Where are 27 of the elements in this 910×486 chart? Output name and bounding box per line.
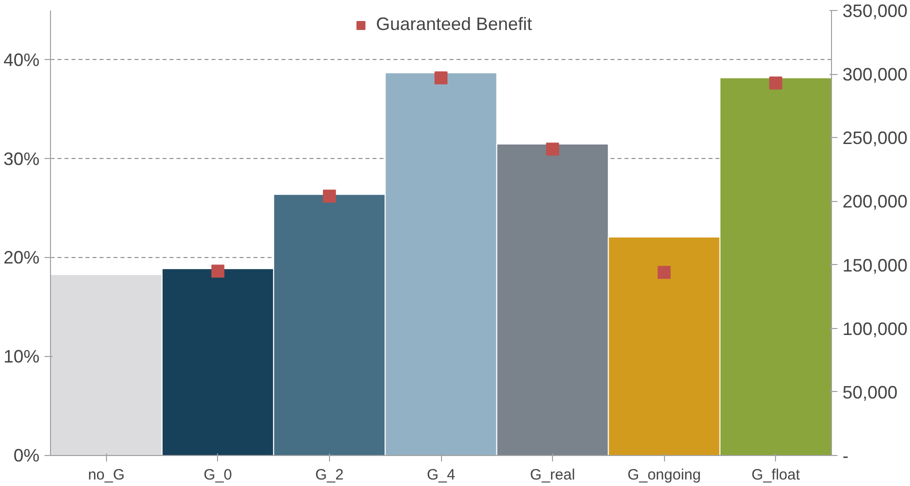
y2-tick-label: 250,000 xyxy=(842,128,908,148)
y-tick-label: 10% xyxy=(3,346,40,367)
y2-tick-label: 100,000 xyxy=(842,318,908,339)
x-tick-label: G_2 xyxy=(315,466,344,484)
point xyxy=(546,142,560,156)
point xyxy=(322,190,336,203)
x-tick-label: G_real xyxy=(530,466,576,484)
y2-tick-label: - xyxy=(842,446,848,466)
y-tick-label: 20% xyxy=(3,248,40,268)
y2-tick-label: 350,000 xyxy=(842,1,908,21)
y2-tick-label: 300,000 xyxy=(842,64,908,85)
x-tick-label: G_4 xyxy=(426,466,456,484)
y2-tick-label: 50,000 xyxy=(842,382,898,402)
point xyxy=(769,76,782,90)
x-tick-label: G_ongoing xyxy=(627,466,701,484)
y-tick-label: 0% xyxy=(13,446,40,466)
x-tick-label: G_float xyxy=(752,466,801,484)
point xyxy=(434,71,448,84)
y2-tick-label: 150,000 xyxy=(842,255,908,276)
y2-tick-label: 200,000 xyxy=(842,192,908,212)
point xyxy=(211,264,224,278)
point xyxy=(658,266,671,279)
x-tick-label: no_G xyxy=(88,466,125,484)
legend-label: Guaranteed Benefit xyxy=(376,14,532,35)
y-tick-label: 30% xyxy=(3,148,40,169)
x-tick-label: G_0 xyxy=(204,466,232,484)
y-tick-label: 40% xyxy=(3,50,40,70)
